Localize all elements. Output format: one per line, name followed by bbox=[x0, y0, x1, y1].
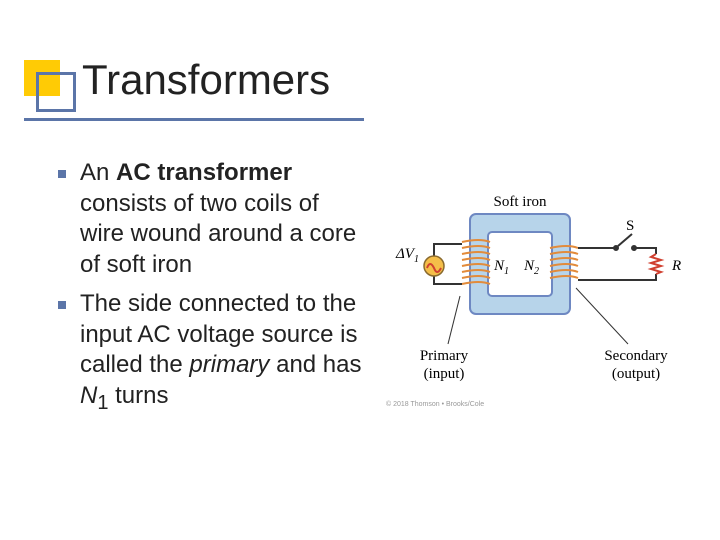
blue-square bbox=[36, 72, 76, 112]
b2-ital: primary bbox=[189, 351, 269, 378]
label-primary-2: (input) bbox=[424, 366, 465, 382]
label-dv1: ΔV1 bbox=[395, 246, 419, 265]
bullet-list: An AC transformer consists of two coils … bbox=[52, 158, 368, 416]
text-column: An AC transformer consists of two coils … bbox=[52, 158, 368, 520]
title-underline bbox=[24, 118, 364, 121]
b2-tail: turns bbox=[108, 382, 168, 409]
label-primary-1: Primary bbox=[420, 348, 469, 364]
b1-post: consists of two coils of wire wound arou… bbox=[80, 190, 356, 278]
leader-secondary bbox=[576, 288, 628, 344]
b2-postplain: and has bbox=[269, 351, 361, 378]
resistor bbox=[651, 254, 661, 274]
b2-var: N bbox=[80, 382, 97, 409]
transformer-diagram: Soft iron ΔV1 N1 N2 S R Primary (input) … bbox=[380, 188, 690, 408]
label-secondary-2: (output) bbox=[612, 366, 660, 382]
title-decor bbox=[24, 60, 74, 110]
b1-bold: AC transformer bbox=[116, 159, 292, 186]
transformer-svg: Soft iron ΔV1 N1 N2 S R Primary (input) … bbox=[380, 188, 690, 408]
body: An AC transformer consists of two coils … bbox=[52, 158, 690, 520]
title-boxes bbox=[24, 60, 74, 110]
label-s: S bbox=[626, 218, 634, 234]
leader-primary bbox=[448, 296, 460, 344]
b2-sub: 1 bbox=[97, 392, 108, 414]
switch-arm bbox=[618, 234, 632, 246]
b1-pre: An bbox=[80, 159, 116, 186]
bullet-2: The side connected to the input AC volta… bbox=[52, 289, 368, 417]
figure-column: Soft iron ΔV1 N1 N2 S R Primary (input) … bbox=[380, 158, 690, 520]
figure-copyright: © 2018 Thomson • Brooks/Cole bbox=[386, 401, 484, 408]
label-soft-iron: Soft iron bbox=[494, 194, 547, 210]
bullet-1: An AC transformer consists of two coils … bbox=[52, 158, 368, 281]
slide-title: Transformers bbox=[82, 56, 330, 104]
secondary-circuit bbox=[578, 234, 656, 280]
label-secondary-1: Secondary bbox=[604, 348, 668, 364]
label-r: R bbox=[671, 258, 681, 274]
